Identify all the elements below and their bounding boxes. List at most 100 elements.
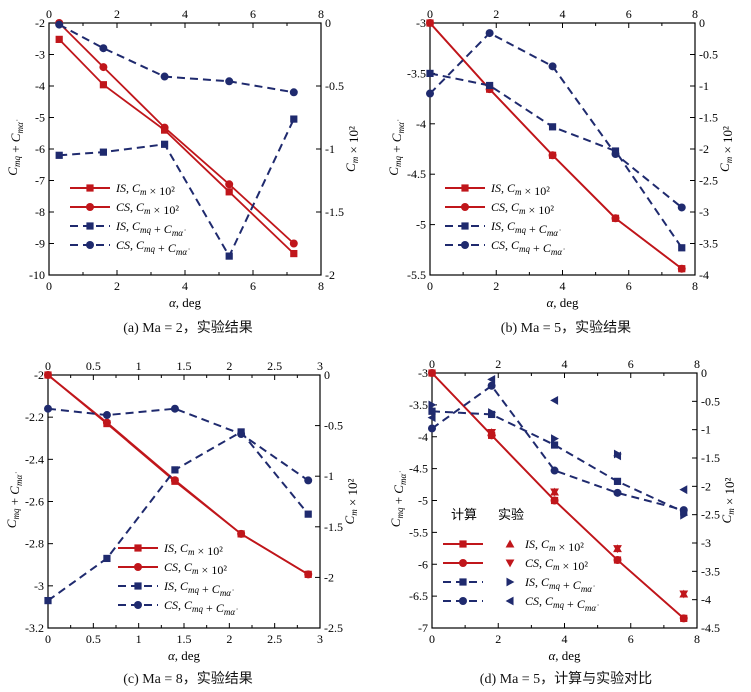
data-point: [679, 485, 688, 495]
data-point: [551, 434, 559, 444]
data-point: [428, 400, 437, 410]
legend-marker: [134, 544, 142, 552]
y-right-axis-title: Cm × 10²: [717, 126, 735, 172]
x2-tick-label: 0.5: [86, 359, 101, 373]
y-right-tick-label: -2.5: [324, 621, 343, 635]
legend-label: CS, Cmq + Cmα̇: [164, 598, 238, 617]
x-tick-label: 6: [628, 632, 634, 646]
legend: IS, Cm × 10² CS, Cm × 10² IS, Cmq + Cmα̇CS…: [445, 181, 565, 257]
x2-tick-label: 1.5: [177, 359, 192, 373]
caption-d: (d) Ma = 5，计算与实验对比: [479, 672, 653, 687]
data-point: [102, 418, 111, 427]
legend-exp-marker: [505, 596, 514, 606]
x-tick-label: 1.5: [177, 632, 192, 646]
y-right-tick-label: -2: [325, 268, 335, 282]
data-point: [678, 244, 686, 252]
data-point: [304, 510, 312, 518]
data-point: [487, 374, 496, 384]
legend-marker: [134, 563, 142, 571]
data-point: [613, 477, 622, 485]
data-point: [225, 188, 233, 196]
data-point: [548, 62, 557, 71]
series-line: [47, 407, 309, 482]
legend-label: CS, Cmq + Cmα̇: [525, 594, 599, 613]
y-left-axis-title: Cmq + Cmα̇: [388, 471, 408, 527]
y-right-tick-label: -1.5: [701, 451, 720, 465]
series-2: [55, 19, 298, 248]
caption-a: (a) Ma = 2，实验结果: [123, 321, 253, 336]
y-left-tick-label: -4.5: [409, 462, 428, 476]
y-right-tick-label: -4: [701, 593, 711, 607]
x-axis-title: α, deg: [548, 648, 581, 663]
data-point: [428, 407, 436, 415]
x-tick-label: 2: [493, 279, 499, 293]
data-point: [99, 63, 108, 72]
legend-label: CS, Cmq + Cmα̇: [116, 238, 190, 257]
x-tick-label: 0.5: [86, 632, 101, 646]
y-right-tick-label: -1: [324, 469, 334, 483]
legend-exp-marker: [506, 577, 515, 587]
y-right-tick-label: 0: [324, 368, 330, 382]
legend-marker: [459, 578, 467, 586]
data-point: [99, 81, 107, 89]
data-point: [103, 554, 111, 563]
legend-label: IS, Cm × 10²: [115, 181, 175, 198]
data-point: [550, 396, 559, 405]
y-left-tick-label: -3.5: [407, 66, 426, 80]
legend-marker: [461, 184, 469, 192]
legend-label: IS, Cm × 10²: [163, 541, 223, 558]
x2-tick-label: 0: [427, 7, 433, 21]
data-point: [613, 488, 622, 497]
data-point: [613, 545, 622, 554]
data-point: [161, 140, 169, 148]
x-tick-label: 8: [694, 632, 700, 646]
x-tick-label: 8: [692, 279, 698, 293]
data-point: [170, 476, 179, 485]
legend-marker: [461, 222, 469, 230]
data-point: [225, 77, 234, 86]
series-line: [58, 38, 295, 255]
y-left-tick-label: -6: [35, 142, 45, 156]
x-tick-label: 2: [495, 632, 501, 646]
data-point: [485, 29, 494, 38]
data-point: [550, 441, 559, 449]
data-point: [102, 411, 111, 420]
y-left-tick-label: -3: [35, 48, 45, 62]
data-point: [550, 466, 559, 475]
data-point: [237, 430, 246, 439]
data-point: [677, 203, 686, 212]
legend-marker: [86, 203, 94, 211]
data-point: [55, 151, 63, 159]
legend-marker: [459, 559, 467, 567]
x-tick-label: 8: [318, 279, 324, 293]
data-point: [170, 404, 179, 413]
y-left-tick-label: -4: [35, 79, 45, 93]
y-left-tick-label: -3.2: [25, 621, 44, 635]
x2-tick-label: 4: [182, 7, 188, 21]
y-right-tick-label: -3: [699, 205, 709, 219]
y-right-tick-label: -2: [699, 142, 709, 156]
legend-label: IS, Cm × 10²: [524, 537, 584, 554]
series-line: [429, 31, 683, 209]
data-point: [486, 81, 494, 90]
data-point: [488, 408, 497, 417]
legend: IS, Cm × 10² CS, Cm × 10² IS, Cmq + Cmα̇CS…: [118, 541, 238, 617]
y-right-tick-label: 0: [699, 16, 705, 30]
x-axis-title: α, deg: [168, 648, 201, 663]
y-right-tick-label: -0.5: [324, 419, 343, 433]
y-left-tick-label: -7: [418, 621, 428, 635]
chart-panel-b: 0022446688-3-3.5-4-4.5-5-5.50-0.5-1-1.5-…: [386, 7, 735, 310]
data-point: [428, 369, 436, 377]
y-left-axis-title: Cmq + Cmα̇: [386, 119, 406, 175]
y-left-tick-label: -4.5: [407, 167, 426, 181]
chart-panel-d: 0022446688-3-3.5-4-4.5-5-5.5-6-6.5-70-0.…: [388, 357, 737, 663]
series-line: [429, 72, 683, 249]
legend-marker: [459, 597, 467, 605]
legend-marker: [86, 241, 94, 249]
y-right-tick-label: -0.5: [325, 79, 344, 93]
x-tick-label: 3: [317, 632, 323, 646]
x2-tick-label: 8: [318, 7, 324, 21]
data-point: [290, 249, 298, 258]
data-point: [428, 424, 436, 433]
data-point: [613, 556, 622, 564]
